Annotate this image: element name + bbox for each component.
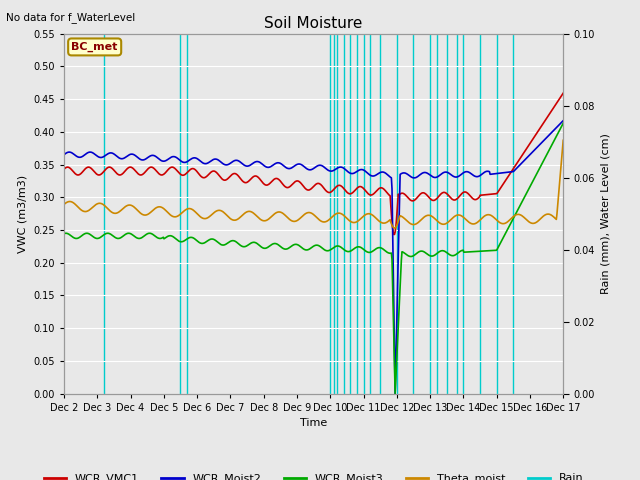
Y-axis label: Rain (mm), Water Level (cm): Rain (mm), Water Level (cm) xyxy=(601,133,611,294)
X-axis label: Time: Time xyxy=(300,418,327,428)
Text: No data for f_WaterLevel: No data for f_WaterLevel xyxy=(6,12,136,23)
Text: BC_met: BC_met xyxy=(72,42,118,52)
Title: Soil Moisture: Soil Moisture xyxy=(264,16,363,31)
Legend: WCR_VMC1, WCR_Moist2, WCR_Moist3, Theta_moist, Rain: WCR_VMC1, WCR_Moist2, WCR_Moist3, Theta_… xyxy=(40,469,588,480)
Y-axis label: VWC (m3/m3): VWC (m3/m3) xyxy=(18,175,28,252)
